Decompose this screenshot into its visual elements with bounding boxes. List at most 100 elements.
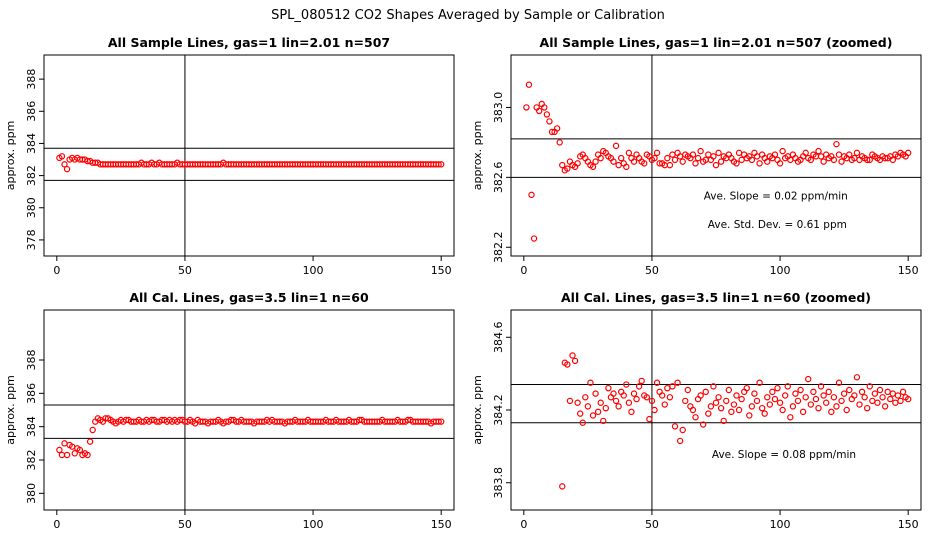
data-point <box>694 154 702 162</box>
data-point <box>674 379 681 386</box>
data-point <box>874 399 881 406</box>
annotation-text: Ave. Std. Dev. = 0.61 ppm <box>708 219 847 231</box>
data-point <box>787 414 794 421</box>
data-point <box>863 156 871 164</box>
data-point <box>61 440 68 447</box>
data-point <box>784 383 791 390</box>
data-point <box>761 410 768 417</box>
data-point <box>756 160 763 167</box>
data-point <box>664 154 671 162</box>
data-point <box>758 404 766 412</box>
y-tick-label: 384 <box>25 416 38 437</box>
data-point <box>797 386 804 394</box>
data-point <box>730 401 738 408</box>
data-point <box>887 395 894 403</box>
plot-frame <box>43 54 455 257</box>
data-point <box>574 399 581 406</box>
data-point <box>846 386 853 394</box>
chart-panel-1: All Sample Lines, gas=1 lin=2.01 n=507 0 5… <box>4 35 455 277</box>
data-point <box>671 156 679 164</box>
data-point <box>817 153 825 160</box>
x-tick-label: 100 <box>303 518 324 531</box>
data-point <box>904 149 912 157</box>
data-point <box>651 406 658 414</box>
y-axis-label: approx. ppm <box>471 121 484 191</box>
data-point <box>710 383 717 390</box>
data-point <box>712 399 720 406</box>
y-tick-label: 382.6 <box>492 162 505 194</box>
data-point <box>699 421 707 428</box>
data-point <box>748 403 756 410</box>
data-point <box>894 392 902 399</box>
y-tick-label: 382 <box>25 165 38 186</box>
data-point <box>58 153 66 160</box>
y-axis-label: approx. ppm <box>4 121 17 191</box>
data-point <box>697 392 704 399</box>
data-point <box>653 149 661 157</box>
data-point <box>546 118 553 125</box>
x-tick-label: 150 <box>431 518 452 531</box>
data-point <box>863 404 871 412</box>
data-point <box>710 153 717 160</box>
data-point <box>751 390 758 397</box>
data-point <box>897 397 904 405</box>
data-point <box>689 406 697 414</box>
data-point <box>612 397 620 405</box>
data-point <box>771 151 779 158</box>
data-point <box>548 128 556 136</box>
data-point <box>669 151 676 158</box>
data-point <box>525 81 533 88</box>
data-point <box>697 147 704 155</box>
data-point <box>833 140 840 148</box>
data-point <box>671 423 679 430</box>
data-point <box>605 384 612 392</box>
data-point <box>71 450 78 457</box>
data-point <box>879 394 886 401</box>
x-tick-label: 100 <box>303 264 324 277</box>
data-point <box>630 158 638 165</box>
data-point <box>610 390 617 397</box>
data-point <box>653 379 661 386</box>
x-tick-label: 0 <box>520 518 527 531</box>
data-point <box>692 160 699 167</box>
data-point <box>528 191 535 199</box>
data-point <box>838 158 845 165</box>
data-point <box>815 404 822 412</box>
data-point <box>822 399 830 406</box>
data-point <box>715 149 722 157</box>
x-tick-label: 50 <box>645 264 659 277</box>
x-tick-label: 50 <box>178 264 192 277</box>
data-point <box>881 403 889 410</box>
data-point <box>779 406 786 414</box>
y-tick-label: 384.6 <box>492 322 505 354</box>
data-point <box>828 408 835 416</box>
data-point <box>735 406 743 414</box>
data-point <box>789 403 797 410</box>
data-point <box>748 156 756 164</box>
data-point <box>589 163 597 171</box>
data-point <box>856 401 863 408</box>
data-point <box>746 412 753 419</box>
x-tick-label: 50 <box>178 518 192 531</box>
y-tick-label: 386 <box>25 101 38 122</box>
x-tick-label: 0 <box>53 518 60 531</box>
data-point <box>584 403 592 410</box>
figure-title: SPL_080512 CO2 Shapes Averaged by Sample… <box>271 8 665 23</box>
data-point <box>623 163 630 171</box>
data-point <box>781 392 789 399</box>
data-point <box>564 165 571 172</box>
data-point <box>630 390 638 397</box>
data-point <box>733 160 740 167</box>
data-point <box>889 156 897 164</box>
x-tick-label: 100 <box>770 518 791 531</box>
data-point <box>717 404 725 412</box>
data-point <box>705 151 712 158</box>
data-point <box>846 151 853 158</box>
data-point <box>89 426 96 434</box>
data-point <box>679 426 686 434</box>
data-point <box>623 381 630 388</box>
data-point <box>776 399 784 406</box>
data-point <box>597 399 604 406</box>
data-point <box>682 397 689 405</box>
data-point <box>712 161 720 169</box>
